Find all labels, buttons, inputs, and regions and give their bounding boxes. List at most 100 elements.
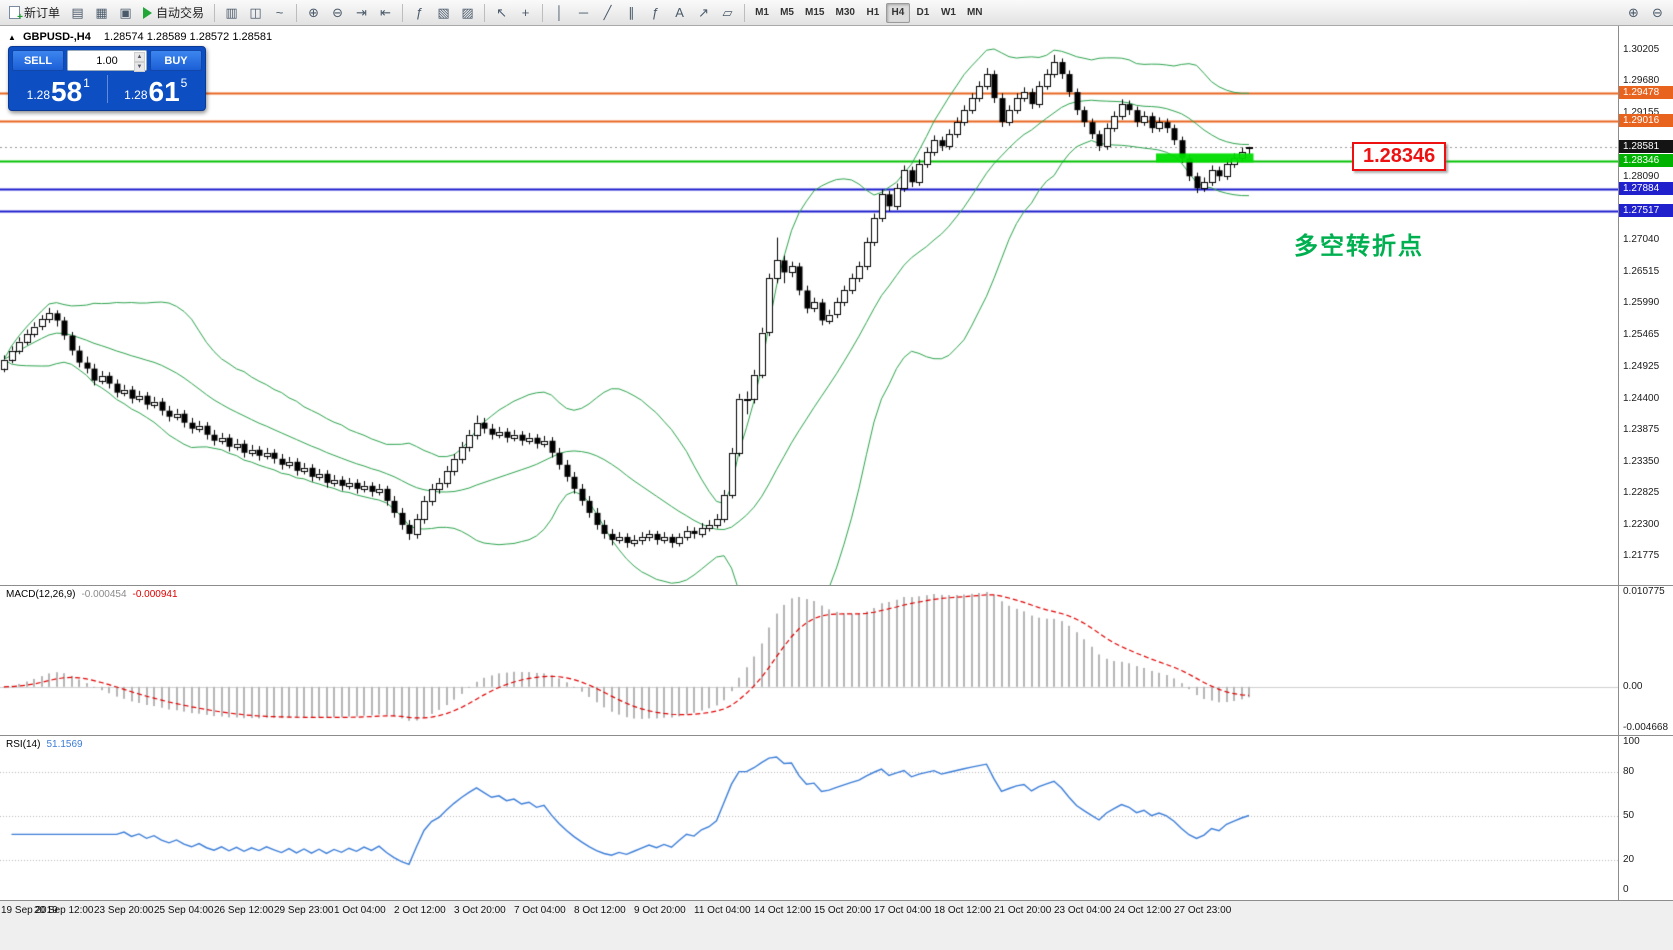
auto-scroll-icon: ⇥: [356, 5, 367, 20]
rsi-axis-tick: 100: [1623, 736, 1640, 747]
buy-price-base: 1.28: [124, 88, 148, 102]
terminal-button[interactable]: ▣: [114, 2, 137, 24]
trendline-button[interactable]: ╱: [596, 2, 619, 24]
bar-chart-button[interactable]: ▥: [220, 2, 243, 24]
timeframe-button-h1[interactable]: H1: [866, 7, 880, 18]
auto-scroll-button[interactable]: ⇥: [350, 2, 373, 24]
autotrading-play-icon: [143, 6, 153, 19]
timeframe-button-m30[interactable]: M30: [835, 7, 855, 18]
timeframe-button-h4[interactable]: H4: [885, 2, 910, 23]
channel-button[interactable]: ∥: [620, 2, 643, 24]
fibonacci-button[interactable]: ƒ: [644, 2, 667, 24]
shapes-icon: ▱: [722, 5, 733, 20]
volume-spinner[interactable]: ▲ ▼: [134, 52, 145, 72]
time-axis-label: 1 Oct 04:00: [334, 905, 386, 916]
time-axis-label: 26 Sep 12:00: [214, 905, 274, 916]
collapse-one-click-icon[interactable]: ▲: [8, 33, 16, 42]
templates-icon: ▨: [461, 5, 474, 20]
horizontal-line-button[interactable]: ─: [572, 2, 595, 24]
sell-price-pips: 58: [51, 76, 83, 107]
charts-grid-icon: ▤: [71, 5, 84, 20]
price-axis-tick: 1.21775: [1623, 550, 1660, 562]
macd-axis-tick: 0.00: [1623, 680, 1643, 692]
periods-button[interactable]: ▧: [432, 2, 455, 24]
macd-label: MACD(12,26,9) -0.000454 -0.000941: [6, 589, 178, 600]
trendline-icon: ╱: [603, 5, 612, 20]
buy-price[interactable]: 1.28 61 5: [110, 71, 203, 107]
cursor-button[interactable]: ↖: [490, 2, 513, 24]
buy-price-pips: 61: [148, 76, 180, 107]
chart-header: ▲ GBPUSD-,H4 1.28574 1.28589 1.28572 1.2…: [8, 31, 272, 43]
shapes-button[interactable]: ▱: [716, 2, 739, 24]
buy-button[interactable]: BUY: [150, 50, 202, 71]
candlestick-chart-icon: ◫: [249, 5, 262, 20]
timeframe-button-w1[interactable]: W1: [940, 7, 956, 18]
horizontal-line-icon: ─: [578, 5, 589, 20]
volume-input[interactable]: [68, 51, 146, 70]
chart-symbol-period: GBPUSD-,H4: [22, 31, 91, 43]
sell-price[interactable]: 1.28 58 1: [12, 71, 105, 107]
price-axis-tick: 1.29680: [1623, 75, 1660, 87]
macd-panel-canvas[interactable]: [0, 586, 1618, 735]
autotrading-button[interactable]: 自动交易: [138, 2, 209, 24]
time-axis-label: 25 Sep 04:00: [154, 905, 214, 916]
toolbar-separator: [214, 3, 216, 22]
templates-button[interactable]: ▨: [456, 2, 479, 24]
indicators-button[interactable]: ƒ: [408, 2, 431, 24]
chart-shift-button[interactable]: ⇤: [374, 2, 397, 24]
timeframe-button-m5[interactable]: M5: [780, 7, 794, 18]
sell-button[interactable]: SELL: [12, 50, 64, 71]
rsi-axis-tick: 0: [1623, 884, 1629, 895]
chart-shift-icon: ⇤: [380, 5, 391, 20]
main-chart-canvas[interactable]: [0, 26, 1618, 585]
rsi-axis-tick: 50: [1623, 810, 1635, 821]
one-click-trading-panel: SELL ▲▼ BUY 1.28 58 1 1.28 61 5: [8, 46, 206, 111]
volume-box: ▲▼: [67, 50, 147, 72]
macd-signal-value: -0.000941: [132, 589, 178, 600]
toolbar-separator: [484, 3, 486, 22]
sell-price-point: 1: [83, 76, 90, 90]
search-zoom-in-button[interactable]: ⊕: [1622, 2, 1645, 24]
data-window-icon: ▦: [95, 5, 108, 20]
data-window-button[interactable]: ▦: [90, 2, 113, 24]
time-axis-label: 7 Oct 04:00: [514, 905, 566, 916]
line-chart-button[interactable]: ~: [268, 2, 291, 24]
arrow-button[interactable]: ↗: [692, 2, 715, 24]
macd-panel-separator[interactable]: [0, 585, 1673, 586]
price-callout-label: 1.28346: [1352, 142, 1447, 171]
sell-price-base: 1.28: [26, 88, 50, 102]
terminal-icon: ▣: [119, 5, 132, 20]
candlestick-chart-button[interactable]: ◫: [244, 2, 267, 24]
time-axis-label: 23 Sep 20:00: [94, 905, 154, 916]
rsi-panel-canvas[interactable]: [0, 736, 1618, 900]
bar-chart-icon: ▥: [225, 5, 238, 20]
timeframe-button-mn[interactable]: MN: [966, 7, 983, 18]
toolbar-separator: [296, 3, 298, 22]
timeframe-button-m1[interactable]: M1: [755, 7, 769, 18]
time-axis-label: 14 Oct 12:00: [754, 905, 812, 916]
timeframe-button-d1[interactable]: D1: [916, 7, 930, 18]
zoom-in-button[interactable]: ⊕: [302, 2, 325, 24]
price-axis-tick: 1.25990: [1623, 297, 1660, 309]
volume-up-icon[interactable]: ▲: [134, 52, 145, 62]
rsi-panel-separator[interactable]: [0, 735, 1673, 736]
time-axis-label: 27 Oct 23:00: [1174, 905, 1232, 916]
volume-down-icon[interactable]: ▼: [134, 62, 145, 72]
zoom-out-button[interactable]: ⊖: [326, 2, 349, 24]
new-order-button[interactable]: 新订单: [4, 2, 65, 24]
turning-point-annotation: 多空转折点: [1294, 233, 1424, 260]
timeframe-button-m15[interactable]: M15: [805, 7, 825, 18]
search-zoom-out-button[interactable]: ⊖: [1646, 2, 1669, 24]
line-chart-icon: ~: [275, 5, 284, 20]
charts-grid-button[interactable]: ▤: [66, 2, 89, 24]
text-button[interactable]: A: [668, 2, 691, 24]
vertical-line-button[interactable]: │: [548, 2, 571, 24]
price-axis-tick: 1.25465: [1623, 328, 1660, 340]
crosshair-button[interactable]: +: [514, 2, 537, 24]
time-axis-label: 23 Oct 04:00: [1054, 905, 1112, 916]
rsi-name: RSI(14): [6, 739, 41, 750]
text-icon: A: [675, 5, 684, 20]
macd-main-value: -0.000454: [81, 589, 127, 600]
toolbar-separator: [542, 3, 544, 22]
